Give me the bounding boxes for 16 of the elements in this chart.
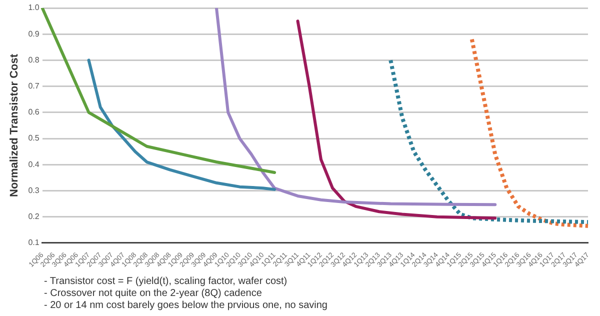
y-axis-title: Normalized Transistor Cost — [8, 54, 21, 197]
y-tick-label: 0.1 — [28, 238, 40, 248]
y-tick-label: 0.4 — [28, 160, 40, 169]
line-series — [388, 58, 590, 224]
text: - Transistor cost = F (yield(t), scaling factor, wafer cost) — [44, 276, 288, 288]
y-tick-label: 0.6 — [28, 108, 40, 117]
y-tick-label: 0.2 — [28, 212, 40, 222]
text: - 20 or 14 nm cost barely goes below the prvious one, no saving — [44, 300, 328, 312]
y-tick-label: 0.3 — [28, 186, 40, 195]
y-tick-label: 0.9 — [28, 29, 40, 38]
y-tick-label: 0.8 — [28, 55, 40, 64]
line-series — [470, 37, 590, 228]
y-tick-label: 0.7 — [28, 82, 40, 91]
text: - Crossover not quite on the 2-year (8Q) cadence — [44, 288, 263, 300]
y-tick-label: 1.0 — [28, 3, 40, 12]
y-tick-label: 0.5 — [28, 134, 40, 143]
